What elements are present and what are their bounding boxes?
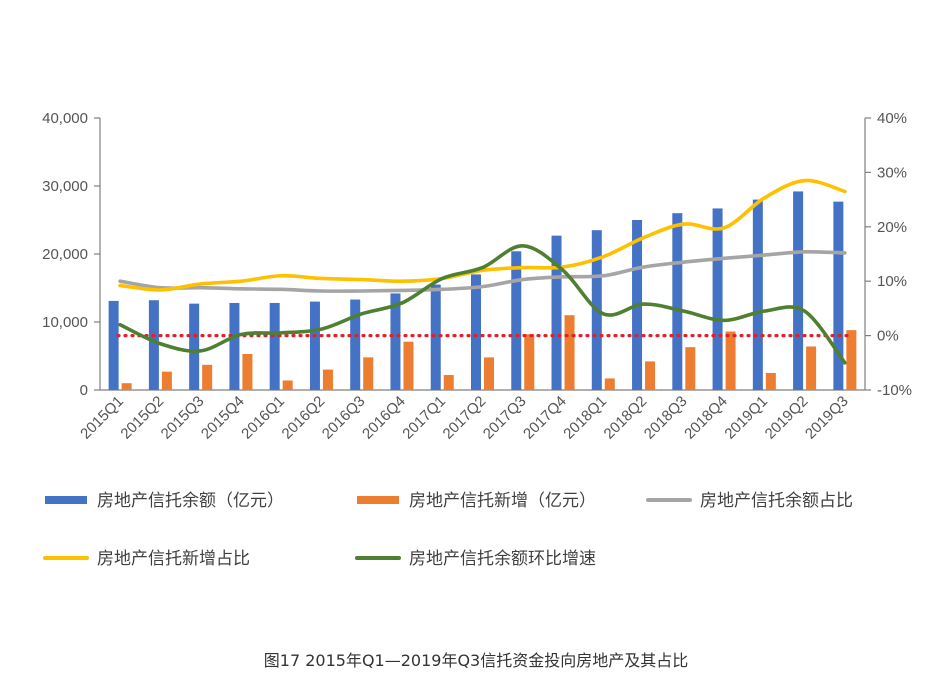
balance-bar: [430, 284, 441, 390]
balance-bar: [148, 300, 159, 390]
x-tick-label: 2018Q1: [560, 393, 610, 443]
new-issuance-bar: [403, 341, 414, 390]
balance-bar: [229, 302, 240, 390]
x-tick-label: 2015Q2: [117, 393, 167, 443]
x-tick-label: 2018Q3: [641, 393, 691, 443]
bars: [108, 191, 857, 390]
new-issuance-bar: [564, 315, 575, 390]
right-tick-label: 30%: [877, 164, 907, 181]
new-issuance-bar: [443, 375, 454, 390]
right-tick-label: 0%: [877, 328, 899, 345]
balance-qoq-growth-line: [118, 244, 847, 365]
balance-bar: [551, 235, 562, 390]
x-tick-label: 2015Q3: [158, 393, 208, 443]
x-tick-label: 2019Q3: [802, 393, 852, 443]
new-issuance-bar: [685, 347, 696, 390]
balance-bar: [833, 201, 844, 390]
left-tick-label: 30,000: [42, 178, 88, 195]
balance-bar: [511, 251, 522, 390]
x-tick-label: 2017Q3: [480, 393, 530, 443]
balance-bar: [712, 208, 723, 390]
left-tick-label: 0: [80, 382, 88, 399]
new-issuance-bar: [322, 369, 333, 390]
legend-item: 房地产信托余额（亿元）: [45, 491, 284, 511]
x-tick-label: 2015Q1: [77, 393, 127, 443]
balance-bar: [350, 299, 361, 390]
x-tick-label: 2016Q4: [359, 393, 409, 443]
left-tick-label: 20,000: [42, 246, 88, 263]
legend-label: 房地产信托新增占比: [97, 549, 250, 569]
x-tick-label: 2017Q1: [399, 393, 449, 443]
x-tick-label: 2019Q2: [762, 393, 812, 443]
new-issuance-bar: [604, 378, 615, 390]
legend-item: 房地产信托新增占比: [43, 549, 250, 569]
right-tick-label: 10%: [877, 273, 907, 290]
balance-bar: [793, 191, 804, 390]
x-tick-label: 2015Q4: [198, 393, 248, 443]
balance-bar: [309, 301, 320, 390]
balance-bar: [471, 274, 481, 390]
legend-item: 房地产信托余额占比: [646, 491, 853, 511]
balance-bar: [269, 302, 280, 390]
figure-caption: 图17 2015年Q1—2019年Q3信托资金投向房地产及其占比: [264, 651, 688, 670]
balance-bar: [672, 213, 683, 390]
new-issuance-bar: [363, 357, 374, 390]
new-issuance-bar: [645, 361, 656, 390]
legend-label: 房地产信托新增（亿元）: [409, 491, 596, 511]
new-issuance-bar: [484, 357, 494, 390]
legend: 房地产信托余额（亿元） 房地产信托新增（亿元） 房地产信托余额占比房地产信托新增占比…: [43, 491, 853, 569]
new-issuance-bar: [242, 353, 253, 390]
x-tick-label: 2016Q3: [319, 393, 369, 443]
legend-label: 房地产信托余额占比: [700, 491, 853, 511]
left-tick-label: 10,000: [42, 314, 88, 331]
legend-label: 房地产信托余额环比增速: [409, 549, 596, 569]
new-issuance-bar: [846, 330, 857, 390]
new-issuance-bar: [161, 371, 172, 390]
balance-bar: [189, 303, 200, 390]
legend-label: 房地产信托余额（亿元）: [97, 491, 284, 511]
x-tick-label: 2017Q4: [520, 393, 570, 443]
x-tick-label: 2016Q2: [279, 393, 329, 443]
left-tick-label: 40,000: [42, 110, 88, 127]
x-tick-label: 2018Q4: [681, 393, 731, 443]
new-share-line: [118, 178, 847, 292]
balance-bar: [390, 293, 401, 390]
x-tick-label: 2017Q2: [440, 393, 490, 443]
legend-item: 房地产信托新增（亿元）: [357, 491, 596, 511]
x-tick-label: 2018Q2: [601, 393, 651, 443]
right-tick-label: 40%: [877, 110, 907, 127]
new-issuance-bar: [282, 380, 293, 390]
new-issuance-bar: [202, 364, 213, 390]
legend-item: 房地产信托余额环比增速: [355, 549, 596, 569]
lines: [116, 178, 849, 365]
axes: 0 10,000 20,000 30,000 40,000 -10% 0% 10% 20% 30%…: [42, 110, 912, 399]
balance-bar: [752, 199, 763, 390]
balance-bar: [108, 300, 119, 390]
new-issuance-bar: [725, 331, 736, 390]
new-issuance-bar: [765, 373, 776, 390]
x-tick-label: 2016Q1: [238, 393, 288, 443]
new-issuance-bar: [121, 383, 132, 390]
balance-share-line: [118, 249, 847, 293]
right-tick-label: 20%: [877, 219, 907, 236]
right-tick-label: -10%: [877, 382, 912, 399]
x-axis-labels: 2015Q12015Q22015Q32015Q42016Q12016Q22016…: [77, 393, 852, 443]
new-issuance-bar: [524, 334, 535, 390]
new-issuance-bar: [806, 346, 817, 390]
x-tick-label: 2019Q1: [721, 393, 771, 443]
